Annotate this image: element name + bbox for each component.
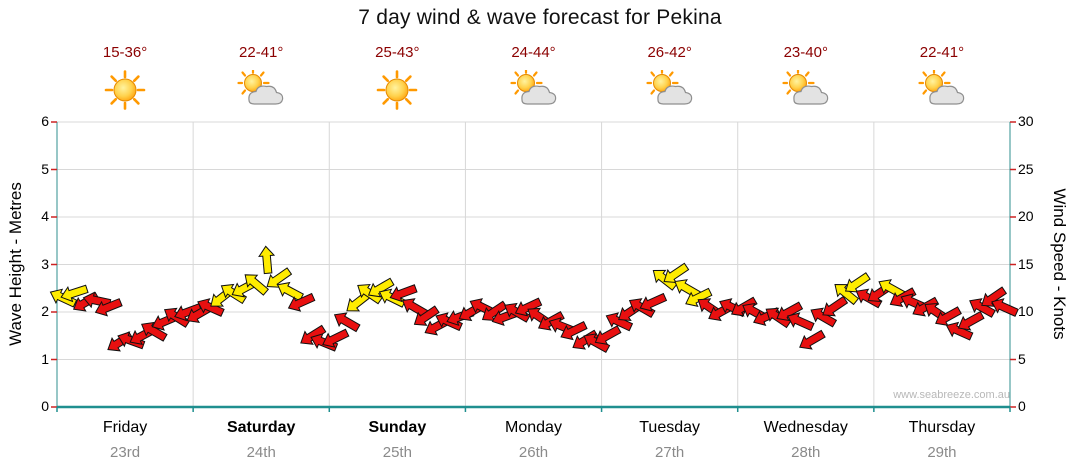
wind-arrow	[402, 298, 429, 319]
day-temp-range: 22-41°	[919, 44, 965, 61]
left-axis-tick-label: 5	[41, 160, 49, 177]
wind-arrow	[244, 274, 269, 296]
wind-arrow	[413, 305, 440, 326]
wind-arrow	[287, 292, 316, 312]
wind-arrow	[834, 283, 860, 306]
wind-arrow	[197, 298, 225, 317]
wind-arrow	[799, 329, 826, 350]
wind-arrow	[322, 328, 350, 348]
day-name-label: Tuesday	[639, 419, 701, 436]
chart-title: 7 day wind & wave forecast for Pekina	[358, 6, 722, 29]
wind-arrow	[935, 306, 962, 326]
wind-arrow	[844, 272, 871, 293]
wind-arrow	[605, 312, 634, 332]
left-axis-tick-label: 3	[41, 255, 49, 272]
wind-arrow	[367, 277, 395, 298]
day-date-label: 25th	[382, 444, 412, 461]
day-name-label: Wednesday	[763, 419, 848, 436]
left-axis-tick-label: 0	[41, 398, 49, 414]
day-name-label: Monday	[505, 419, 562, 436]
wind-arrow	[639, 292, 668, 312]
day-temp-range: 26-42°	[647, 44, 692, 61]
wind-arrow	[276, 281, 304, 302]
day-temp-range: 15-36°	[102, 44, 148, 61]
day-name-label: Saturday	[226, 419, 296, 436]
wind-arrow	[991, 298, 1019, 317]
day-temp-range: 23-40°	[783, 44, 828, 61]
day-name-label: Sunday	[368, 419, 427, 436]
wind-arrow	[822, 295, 849, 317]
wind-arrow	[141, 321, 168, 342]
left-axis-tick-label: 6	[41, 113, 49, 129]
right-axis-tick-label: 15	[1018, 255, 1034, 272]
wind-arrow	[514, 297, 543, 317]
wind-arrow	[945, 321, 974, 341]
wind-arrow	[174, 303, 203, 322]
day-date-label: 28th	[791, 444, 821, 461]
day-name-label: Thursday	[908, 419, 976, 436]
right-axis-tick-label: 20	[1018, 208, 1034, 224]
left-axis-tick-label: 2	[41, 303, 49, 319]
wind-arrow	[674, 279, 701, 300]
right-axis-tick-label: 5	[1018, 350, 1026, 367]
day-date-label: 23rd	[110, 444, 141, 461]
right-axis-tick-label: 10	[1018, 303, 1034, 319]
day-date-label: 26th	[518, 444, 549, 461]
wind-arrow	[481, 300, 508, 322]
wind-arrow	[258, 245, 276, 275]
wind-arrow	[389, 284, 418, 303]
day-temp-range: 25-43°	[375, 44, 420, 61]
day-temp-range: 22-41°	[239, 44, 284, 61]
day-date-label: 29th	[927, 444, 957, 461]
wind-arrow	[594, 325, 622, 345]
day-date-label: 24th	[246, 444, 276, 461]
wind-arrow	[685, 287, 713, 308]
wind-arrow	[94, 298, 123, 317]
right-axis-tick-label: 25	[1018, 160, 1034, 177]
wind-arrow	[60, 284, 89, 303]
watermark: www.seabreeze.com.au	[893, 389, 1010, 401]
wind-arrow	[969, 298, 996, 318]
day-temp-range: 24-44°	[511, 44, 556, 61]
wind-arrow	[663, 262, 690, 284]
wind-arrow	[333, 312, 361, 333]
day-name-label: Friday	[102, 419, 148, 436]
wind-arrow	[560, 320, 588, 341]
wind-arrow	[82, 291, 112, 309]
left-axis-tick-label: 1	[41, 350, 49, 367]
right-axis-label: Wind Speed - Knots	[1050, 188, 1069, 340]
wind-arrow	[300, 324, 327, 345]
wind-arrow	[878, 279, 906, 299]
wind-arrow	[787, 312, 815, 332]
wind-arrow	[957, 310, 985, 331]
right-axis-tick-label: 0	[1018, 398, 1026, 414]
left-axis-label: Wave Height - Metres	[6, 182, 25, 346]
right-axis-tick-label: 30	[1018, 113, 1034, 129]
wind-arrow	[776, 301, 804, 322]
wind-arrow	[981, 286, 1008, 307]
wind-arrow	[810, 307, 838, 328]
left-axis-tick-label: 4	[41, 208, 49, 224]
day-date-label: 27th	[655, 444, 685, 461]
